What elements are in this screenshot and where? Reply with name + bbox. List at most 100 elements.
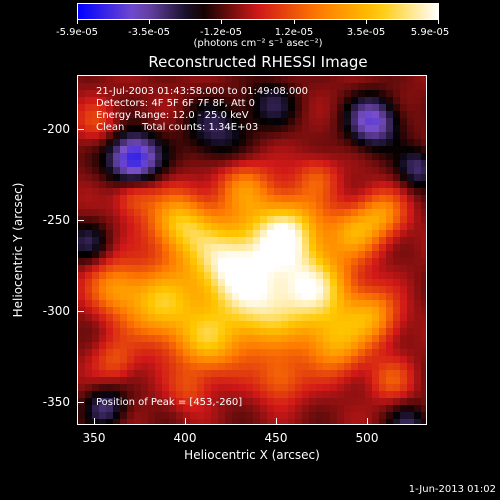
heatmap-cell	[337, 258, 345, 266]
heatmap-cell	[309, 265, 317, 273]
heatmap-cell	[393, 293, 401, 301]
heatmap-cell	[239, 349, 247, 357]
heatmap-cell	[407, 391, 415, 399]
heatmap-cell	[78, 146, 86, 154]
heatmap-cell	[414, 181, 422, 189]
heatmap-cell	[400, 356, 408, 364]
heatmap-cell	[253, 349, 261, 357]
heatmap-cell	[197, 321, 205, 329]
heatmap-cell	[407, 125, 415, 133]
heatmap-cell	[358, 230, 366, 238]
heatmap-cell	[197, 272, 205, 280]
heatmap-cell	[386, 307, 394, 315]
heatmap-cell	[155, 307, 163, 315]
heatmap-cell	[225, 188, 233, 196]
heatmap-cell	[421, 342, 426, 350]
heatmap-cell	[414, 216, 422, 224]
heatmap-cell	[148, 104, 156, 112]
heatmap-cell	[414, 251, 422, 259]
heatmap-cell	[155, 328, 163, 336]
heatmap-cell	[176, 342, 184, 350]
heatmap-cell	[351, 90, 359, 98]
heatmap-cell	[379, 300, 387, 308]
heatmap-cell	[218, 97, 226, 105]
heatmap-cell	[127, 111, 135, 119]
heatmap-cell	[253, 237, 261, 245]
colorbar-label: 3.5e-05	[346, 27, 386, 38]
heatmap-cell	[358, 132, 366, 140]
heatmap-cell	[246, 188, 254, 196]
heatmap-cell	[204, 356, 212, 364]
heatmap-cell	[386, 97, 394, 105]
heatmap-cell	[106, 188, 114, 196]
heatmap-cell	[106, 377, 114, 385]
heatmap-cell	[204, 300, 212, 308]
heatmap-cell	[197, 76, 205, 84]
heatmap-cell	[330, 216, 338, 224]
heatmap-cell	[106, 195, 114, 203]
heatmap-cell	[344, 342, 352, 350]
heatmap-cell	[323, 342, 331, 350]
heatmap-cell	[344, 125, 352, 133]
heatmap-cell	[169, 321, 177, 329]
heatmap-cell	[141, 412, 149, 420]
heatmap-cell	[211, 76, 219, 84]
heatmap-cell	[302, 111, 310, 119]
heatmap-cell	[260, 419, 268, 424]
heatmap-cell	[302, 251, 310, 259]
heatmap-cell	[267, 335, 275, 343]
heatmap-cell	[99, 188, 107, 196]
heatmap-cell	[239, 237, 247, 245]
heatmap-cell	[239, 132, 247, 140]
heatmap-cell	[337, 384, 345, 392]
heatmap-cell	[197, 300, 205, 308]
heatmap-cell	[176, 384, 184, 392]
heatmap-cell	[288, 265, 296, 273]
heatmap-cell	[414, 258, 422, 266]
heatmap-cell	[246, 237, 254, 245]
heatmap-cell	[260, 153, 268, 161]
heatmap-cell	[169, 307, 177, 315]
heatmap-cell	[134, 188, 142, 196]
heatmap-cell	[106, 265, 114, 273]
heatmap-cell	[253, 342, 261, 350]
colorbar-label: 1.2e-05	[274, 27, 314, 38]
heatmap-cell	[393, 300, 401, 308]
heatmap-cell	[414, 167, 422, 175]
heatmap-cell	[386, 174, 394, 182]
heatmap-cell	[106, 321, 114, 329]
heatmap-cell	[127, 258, 135, 266]
heatmap-cell	[183, 125, 191, 133]
heatmap-cell	[141, 202, 149, 210]
heatmap-cell	[141, 146, 149, 154]
heatmap-cell	[358, 153, 366, 161]
heatmap-cell	[120, 83, 128, 91]
heatmap-cell	[218, 90, 226, 98]
heatmap-cell	[337, 209, 345, 217]
heatmap-cell	[323, 237, 331, 245]
heatmap-cell	[414, 342, 422, 350]
heatmap-cell	[379, 146, 387, 154]
heatmap-cell	[344, 265, 352, 273]
heatmap-cell	[99, 349, 107, 357]
heatmap-cell	[197, 314, 205, 322]
heatmap-cell	[225, 349, 233, 357]
heatmap-cell	[204, 146, 212, 154]
heatmap-cell	[92, 216, 100, 224]
heatmap-cell	[225, 405, 233, 413]
heatmap-cell	[365, 251, 373, 259]
heatmap-cell	[127, 370, 135, 378]
heatmap-cell	[323, 272, 331, 280]
heatmap-cell	[169, 251, 177, 259]
heatmap-cell	[92, 167, 100, 175]
heatmap-cell	[344, 279, 352, 287]
heatmap-cell	[225, 356, 233, 364]
heatmap-cell	[337, 125, 345, 133]
heatmap-cell	[358, 265, 366, 273]
heatmap-cell	[393, 209, 401, 217]
heatmap-cell	[337, 90, 345, 98]
heatmap-cell	[302, 132, 310, 140]
heatmap-cell	[421, 286, 426, 294]
heatmap-cell	[246, 230, 254, 238]
heatmap-cell	[330, 118, 338, 126]
